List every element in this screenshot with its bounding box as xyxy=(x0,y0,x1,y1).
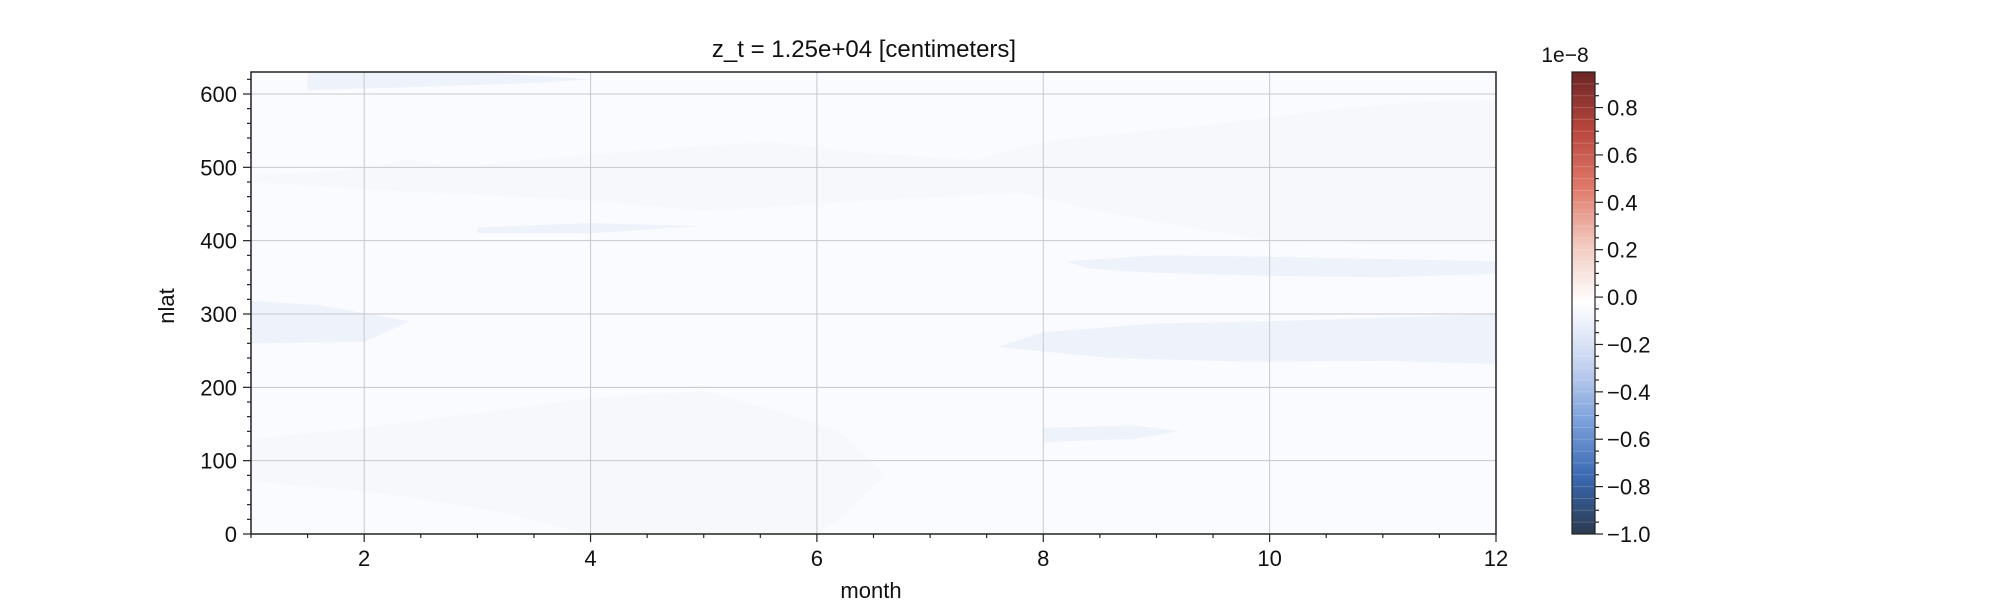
colorbar-tick-label: 0.4 xyxy=(1607,190,1638,215)
contour-fills xyxy=(251,72,1496,534)
colorbar-tick-label: 0.6 xyxy=(1607,143,1638,168)
y-axis-label: nlat xyxy=(154,288,179,323)
y-tick-label: 500 xyxy=(200,155,237,180)
colorbar-tick-label: −0.4 xyxy=(1607,380,1650,405)
colorbar-scale-label: 1e−8 xyxy=(1541,44,1588,67)
contour-region-1 xyxy=(251,481,591,534)
colorbar-frame xyxy=(1571,71,1596,535)
colorbar-tick-label: −0.2 xyxy=(1607,332,1650,357)
colorbar-tick-label: −0.8 xyxy=(1607,475,1650,500)
colorbar-gradient xyxy=(1572,72,1595,534)
contour-region-11 xyxy=(1043,425,1180,443)
colorbar-tick-label: 0.0 xyxy=(1607,285,1638,310)
x-tick-label: 2 xyxy=(358,546,370,571)
y-tick-label: 0 xyxy=(225,522,237,547)
x-tick-label: 6 xyxy=(811,546,823,571)
colorbar-tick-label: −0.6 xyxy=(1607,427,1650,452)
y-tick-label: 100 xyxy=(200,449,237,474)
colorbar: 0.8 0.6 0.4 0.2 0.0 −0.2 −0.4 −0.6 −0.8 −1.0 xyxy=(1571,71,1650,547)
colorbar-tick-label: 0.2 xyxy=(1607,238,1638,263)
contour-region-0 xyxy=(251,72,1496,175)
grid-lines xyxy=(251,72,1497,535)
x-tick-label: 4 xyxy=(584,546,596,571)
x-axis: 2 4 6 8 10 12 xyxy=(250,534,1508,571)
contour-region-12 xyxy=(307,72,591,91)
y-axis: 0 100 200 300 400 500 600 xyxy=(200,78,251,547)
chart-title: z_t = 1.25e+04 [centimeters] xyxy=(712,36,1016,63)
y-tick-label: 200 xyxy=(200,375,237,400)
x-axis-label: month xyxy=(840,578,901,600)
x-tick-label: 12 xyxy=(1484,546,1508,571)
colorbar-tick-label: 0.8 xyxy=(1607,96,1638,121)
colorbar-tick-label: −1.0 xyxy=(1607,522,1650,547)
y-tick-label: 300 xyxy=(200,302,237,327)
x-tick-label: 10 xyxy=(1257,546,1281,571)
contour-region-8 xyxy=(998,314,1496,364)
x-tick-label: 8 xyxy=(1037,546,1049,571)
contour-region-7 xyxy=(251,300,410,344)
y-tick-label: 600 xyxy=(200,82,237,107)
contour-region-9 xyxy=(1065,255,1496,278)
y-tick-label: 400 xyxy=(200,229,237,254)
